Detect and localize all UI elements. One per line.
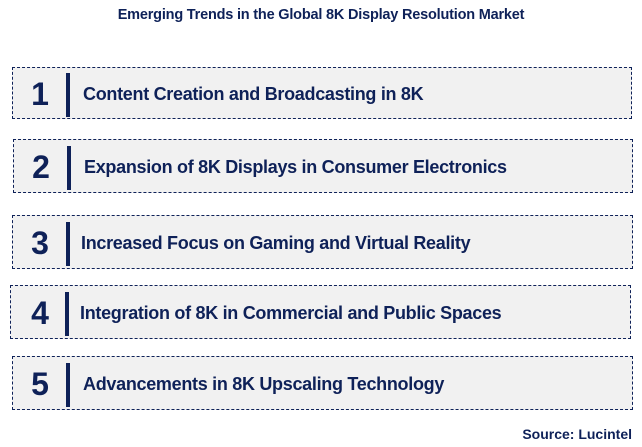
trend-label: Increased Focus on Gaming and Virtual Re…	[81, 233, 471, 253]
trend-number: 1	[31, 76, 49, 112]
trend-number: 4	[31, 295, 49, 331]
trend-item-5: 5 Advancements in 8K Upscaling Technolog…	[12, 356, 633, 410]
trend-label: Integration of 8K in Commercial and Publ…	[80, 303, 502, 323]
trend-item-3: 3 Increased Focus on Gaming and Virtual …	[12, 215, 633, 269]
trend-label: Advancements in 8K Upscaling Technology	[83, 374, 445, 394]
source-credit: Source: Lucintel	[522, 426, 632, 442]
divider-bar	[66, 363, 70, 407]
trend-item-1: 1 Content Creation and Broadcasting in 8…	[12, 67, 632, 119]
divider-bar	[66, 222, 70, 266]
trend-item-4: 4 Integration of 8K in Commercial and Pu…	[10, 285, 631, 339]
trend-number: 5	[31, 366, 49, 402]
divider-bar	[65, 292, 69, 336]
trend-label: Content Creation and Broadcasting in 8K	[83, 84, 424, 104]
divider-bar	[67, 146, 71, 190]
diagram-title: Emerging Trends in the Global 8K Display…	[117, 7, 525, 23]
divider-bar	[66, 73, 70, 117]
trend-label: Expansion of 8K Displays in Consumer Ele…	[84, 157, 507, 177]
trend-number: 3	[31, 225, 49, 261]
trend-item-2: 2 Expansion of 8K Displays in Consumer E…	[13, 139, 633, 193]
trend-number: 2	[32, 149, 50, 185]
